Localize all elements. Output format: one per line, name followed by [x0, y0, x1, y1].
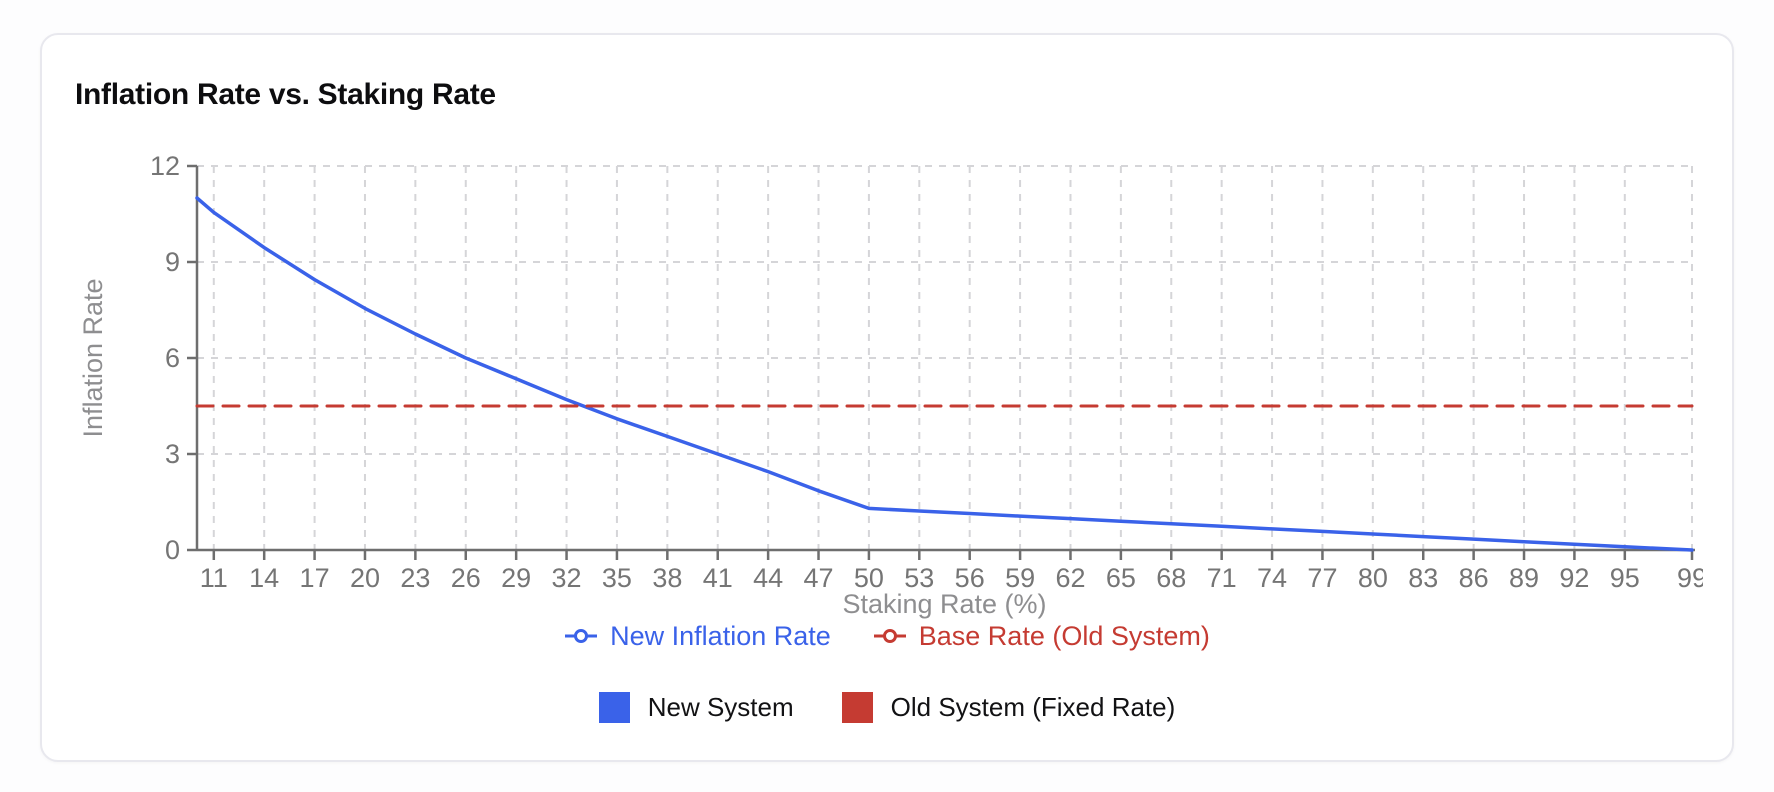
- x-tick-label: 74: [1257, 563, 1287, 593]
- x-tick-label: 20: [350, 563, 380, 593]
- legend-item-base-rate[interactable]: Base Rate (Old System): [873, 619, 1210, 653]
- line-chart-plot-area[interactable]: 0 3 6 9 12 11 14 17 20 23 26 29 32 35 38 41 44 47 50 53 56 59…: [75, 141, 1707, 621]
- x-tick-label: 83: [1408, 563, 1438, 593]
- x-tick-label: 77: [1307, 563, 1337, 593]
- x-tick-label: 80: [1358, 563, 1388, 593]
- red-square-swatch-icon: [841, 691, 873, 723]
- x-tick-label: 68: [1156, 563, 1186, 593]
- x-tick-label: 65: [1106, 563, 1136, 593]
- x-tick-label: 35: [602, 563, 632, 593]
- x-tick-label: 99: [1677, 563, 1703, 593]
- x-tick-label: 17: [300, 563, 330, 593]
- x-tick-label: 32: [552, 563, 582, 593]
- x-tick-label: 53: [904, 563, 934, 593]
- x-tick-label: 89: [1509, 563, 1539, 593]
- legend-label: New System: [647, 691, 794, 722]
- x-tick-label: 56: [955, 563, 985, 593]
- x-tick-label: 38: [652, 563, 682, 593]
- x-axis-title: Staking Rate (%): [842, 589, 1046, 619]
- x-tick-label: 50: [854, 563, 884, 593]
- x-tick-label: 95: [1610, 563, 1640, 593]
- blue-square-swatch-icon: [598, 691, 630, 723]
- legend-label: Old System (Fixed Rate): [890, 691, 1176, 722]
- x-tick-label: 41: [703, 563, 733, 593]
- series-legend: New Inflation Rate Base Rate (Old System…: [75, 619, 1699, 653]
- line-circle-marker-icon: [565, 629, 598, 643]
- y-axis-title: Inflation Rate: [78, 278, 108, 437]
- x-tick-label: 11: [200, 563, 228, 593]
- legend-label: New Inflation Rate: [610, 621, 831, 651]
- legend-label: Base Rate (Old System): [918, 621, 1210, 651]
- x-tick-label: 47: [803, 563, 833, 593]
- chart-card: Inflation Rate vs. Staking Rate 0 3 6 9 12 11…: [40, 33, 1734, 762]
- x-tick-label: 29: [501, 563, 531, 593]
- y-tick-label: 6: [165, 343, 180, 373]
- chart-title: Inflation Rate vs. Staking Rate: [75, 78, 496, 111]
- legend-item-new-inflation-rate[interactable]: New Inflation Rate: [564, 619, 831, 653]
- y-tick-label: 3: [165, 439, 180, 469]
- legend-item-new-system: New System: [598, 691, 794, 723]
- series-line-new-inflation-rate: [195, 196, 1694, 552]
- legend-item-old-system: Old System (Fixed Rate): [841, 691, 1176, 723]
- line-circle-marker-icon: [873, 629, 906, 643]
- x-tick-label: 59: [1005, 563, 1035, 593]
- chart-container: 0 3 6 9 12 11 14 17 20 23 26 29 32 35 38 41 44 47 50 53 56 59…: [75, 141, 1707, 621]
- x-tick-label: 23: [400, 563, 430, 593]
- x-tick-label: 14: [249, 563, 279, 593]
- x-tick-label: 26: [451, 563, 481, 593]
- y-tick-label: 12: [150, 151, 180, 181]
- x-tick-label: 71: [1207, 563, 1237, 593]
- x-tick-label: 86: [1459, 563, 1489, 593]
- x-tick-label: 44: [753, 563, 783, 593]
- x-tick-label: 62: [1055, 563, 1085, 593]
- systems-legend: New System Old System (Fixed Rate): [75, 691, 1699, 723]
- x-tick-label: 92: [1559, 563, 1589, 593]
- y-tick-label: 0: [165, 535, 180, 565]
- y-tick-label: 9: [165, 247, 180, 277]
